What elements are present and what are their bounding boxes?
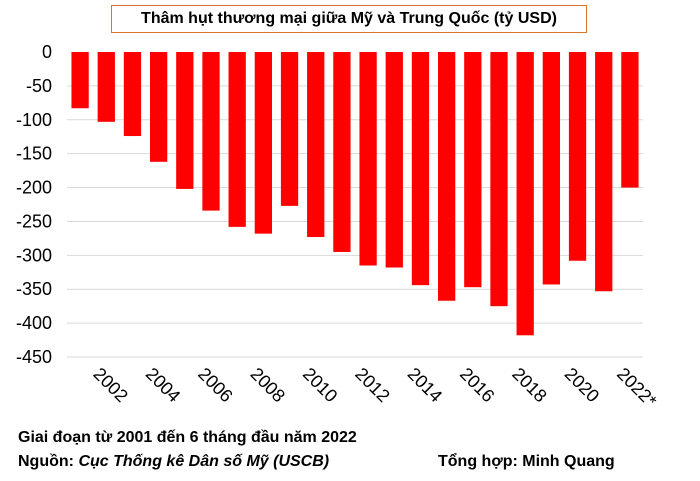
bar-2018 <box>516 52 534 336</box>
y-tick-label: -450 <box>16 347 52 367</box>
y-axis-tick-labels: 0 -50 -100 -150 -200 -250 -300 -350 -400 -450 <box>16 42 52 367</box>
x-axis-tick-labels: 2002 2004 2006 2008 2010 2012 2014 2016 2018 2020… <box>89 364 660 411</box>
chart-title: Thâm hụt thương mại giữa Mỹ và Trung Quố… <box>141 10 557 27</box>
x-tick-label: 2010 <box>299 364 341 406</box>
bar-2016 <box>464 52 482 288</box>
x-tick-label: 2022* <box>613 364 660 411</box>
bar-2007 <box>228 52 246 227</box>
bar-2005 <box>176 52 194 189</box>
bar-2006 <box>202 52 220 211</box>
x-tick-label: 2014 <box>404 364 446 406</box>
bar-2008 <box>254 52 273 234</box>
bar-2020 <box>568 52 587 261</box>
source-label: Nguồn: <box>18 453 74 470</box>
bar-2021 <box>595 52 613 292</box>
source-note: Nguồn: Cục Thống kê Dân số Mỹ (USCB) <box>18 453 329 471</box>
y-tick-label: 0 <box>42 42 52 62</box>
y-tick-label: -200 <box>16 178 52 198</box>
x-tick-label: 2018 <box>508 364 550 406</box>
compiled-by: Tổng hợp: Minh Quang <box>438 453 615 471</box>
bar-2004 <box>149 52 168 162</box>
bar-2002 <box>97 52 115 122</box>
period-text: Giai đoạn từ 2001 đến 6 tháng đầu năm 20… <box>18 429 357 446</box>
bar-2001 <box>71 52 89 109</box>
y-tick-label: -150 <box>16 144 52 164</box>
bar-2015 <box>437 52 456 301</box>
y-tick-label: -400 <box>16 313 52 333</box>
bars <box>71 52 639 336</box>
x-tick-label: 2002 <box>89 364 131 406</box>
bar-2013 <box>385 52 403 268</box>
y-tick-label: -250 <box>16 211 52 231</box>
bar-2022* <box>621 52 639 188</box>
x-tick-label: 2016 <box>456 364 498 406</box>
period-note: Giai đoạn từ 2001 đến 6 tháng đầu năm 20… <box>18 429 357 447</box>
y-tick-label: -300 <box>16 245 52 265</box>
y-tick-label: -50 <box>26 76 52 96</box>
bar-2010 <box>307 52 325 238</box>
bar-2011 <box>333 52 351 252</box>
x-tick-label: 2006 <box>194 364 236 406</box>
bar-2012 <box>359 52 377 266</box>
x-tick-label: 2004 <box>142 364 184 406</box>
compiled-by-text: Tổng hợp: Minh Quang <box>438 453 615 470</box>
bar-2019 <box>542 52 561 285</box>
y-tick-label: -100 <box>16 110 52 130</box>
bar-2003 <box>123 52 142 137</box>
x-tick-label: 2020 <box>561 364 603 406</box>
source-name: Cục Thống kê Dân số Mỹ (USCB) <box>78 453 330 470</box>
x-tick-label: 2012 <box>351 364 393 406</box>
y-tick-label: -350 <box>16 279 52 299</box>
chart-title-box: Thâm hụt thương mại giữa Mỹ và Trung Quố… <box>111 5 587 33</box>
bar-2017 <box>490 52 508 307</box>
x-tick-label: 2008 <box>247 364 289 406</box>
bar-2014 <box>411 52 430 286</box>
bar-2009 <box>280 52 299 206</box>
